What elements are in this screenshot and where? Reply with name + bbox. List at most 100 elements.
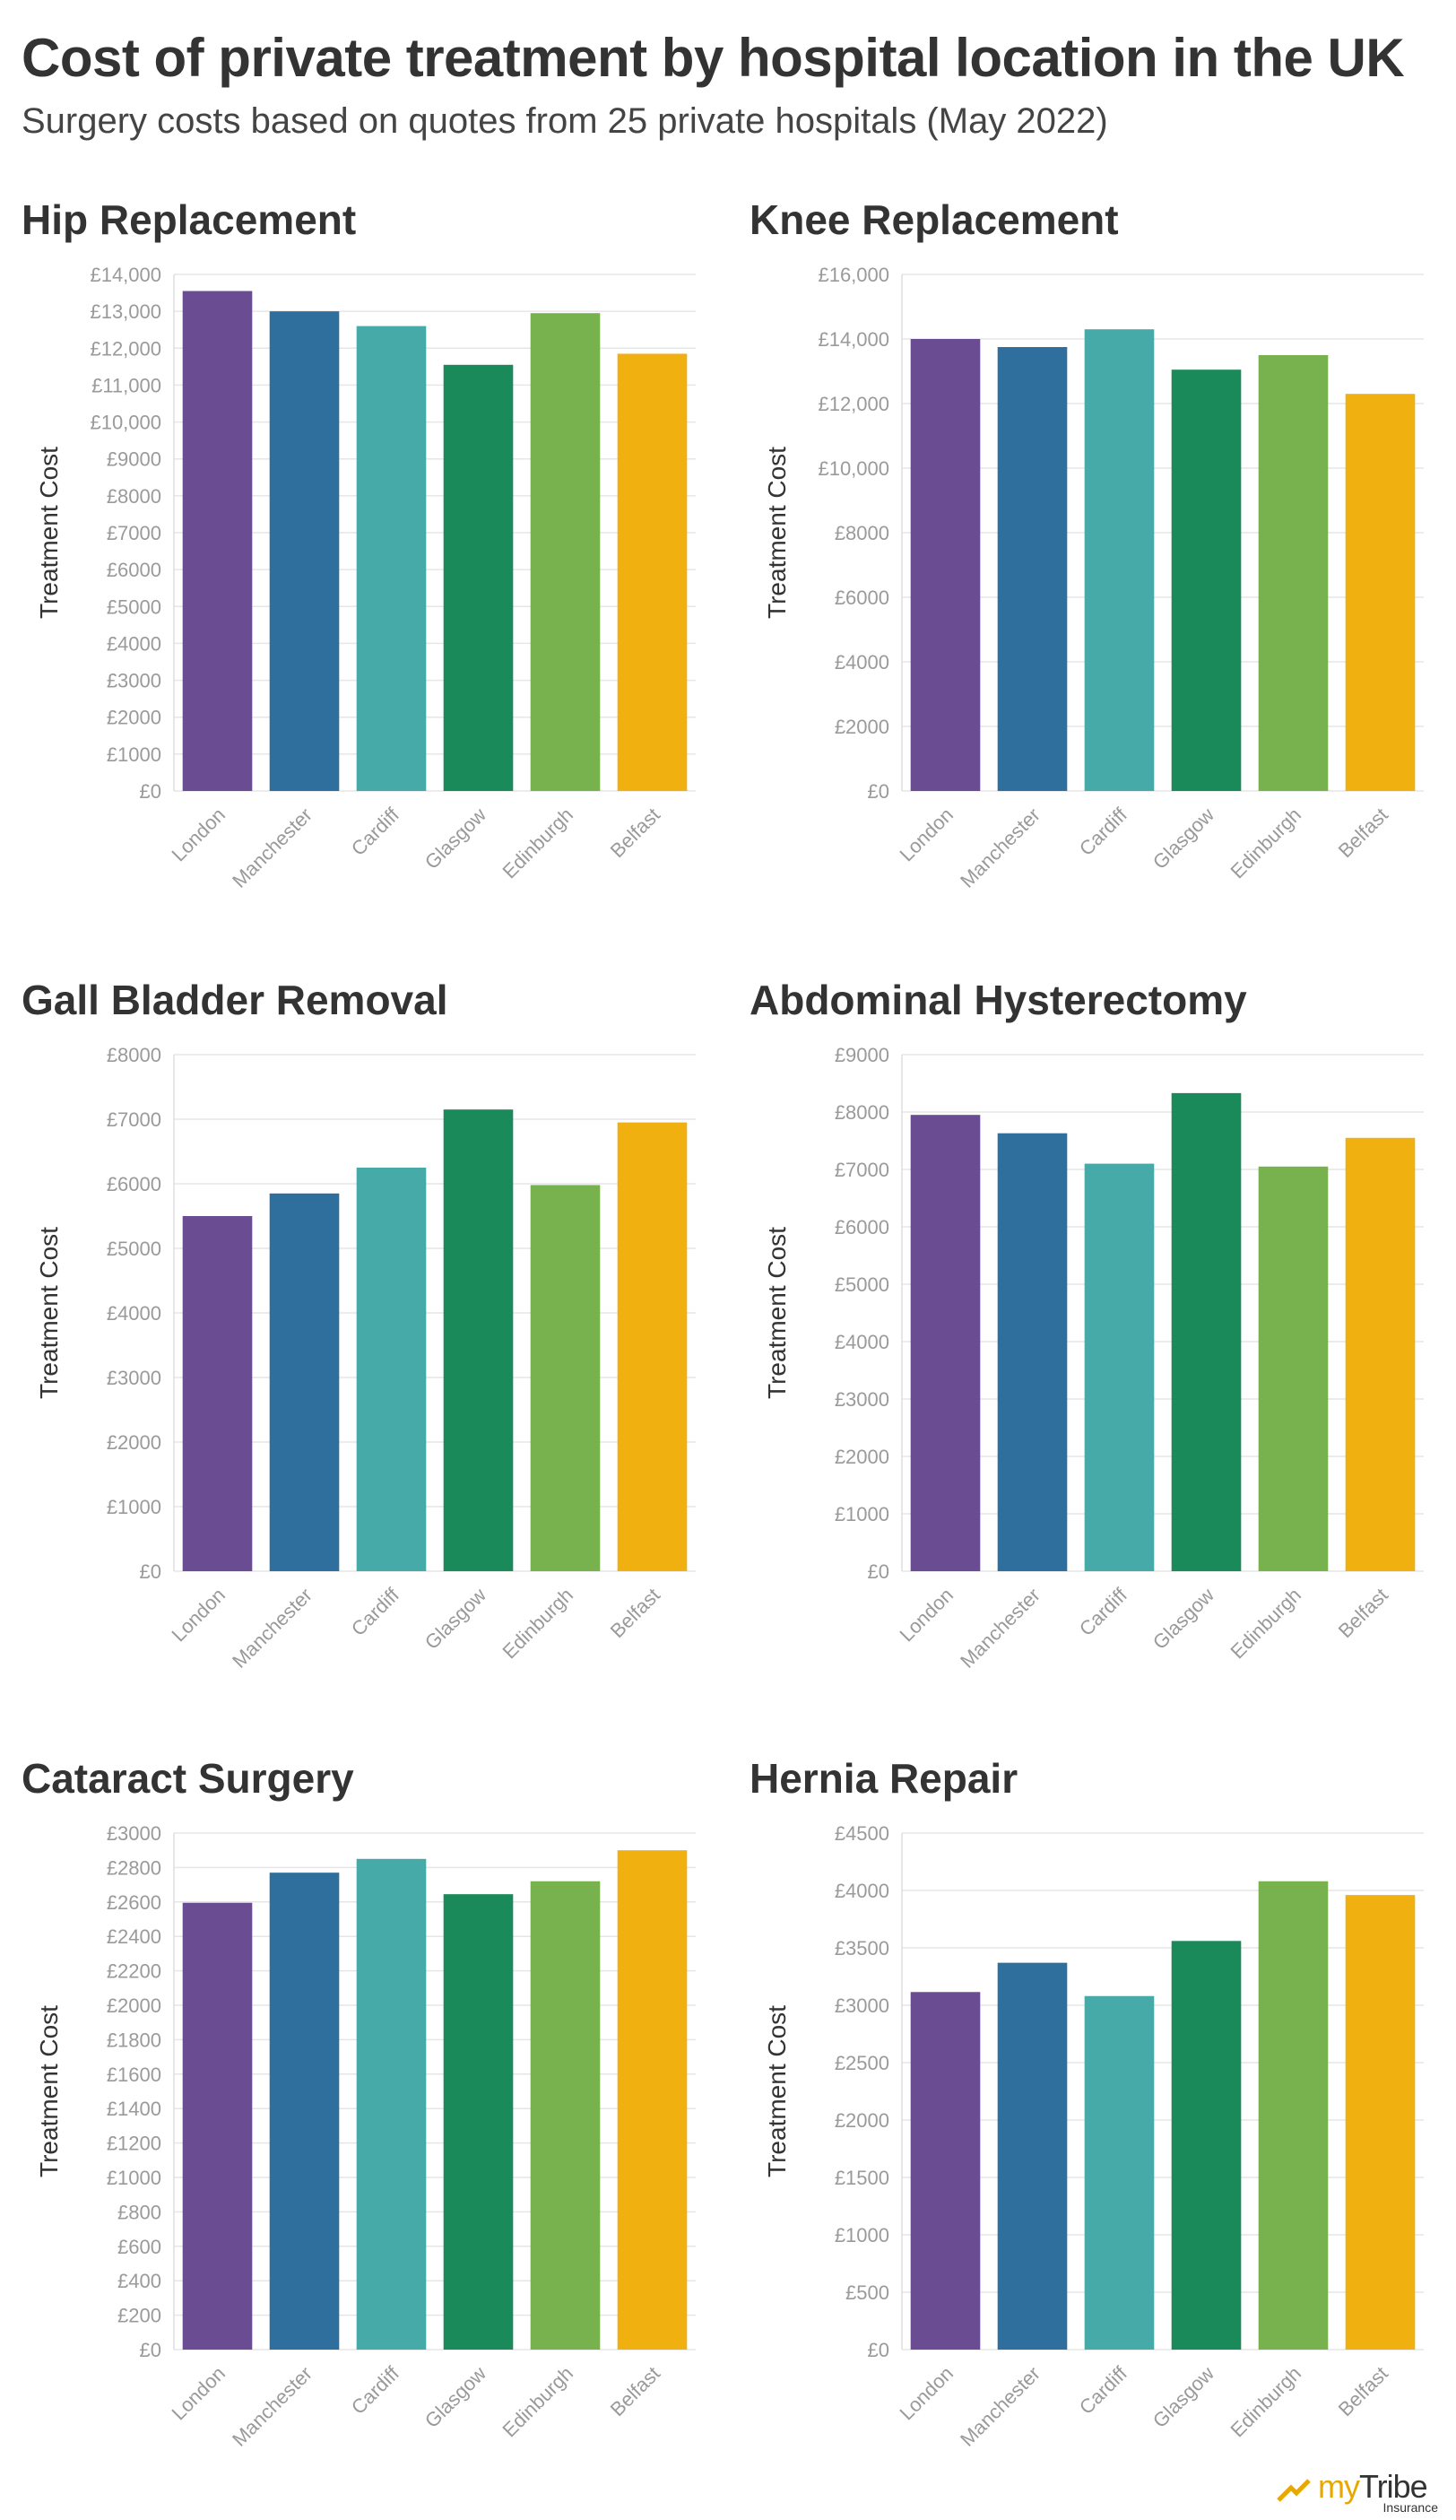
x-tick-label: Cardiff: [347, 803, 404, 860]
y-tick-label: £0: [868, 780, 889, 803]
y-tick-label: £0: [868, 2339, 889, 2361]
chart-title: Abdominal Hysterectomy: [750, 977, 1247, 1023]
y-tick-label: £10,000: [90, 412, 161, 434]
bar-edinburgh: [1258, 1166, 1329, 1571]
bar-edinburgh: [1258, 1881, 1329, 2350]
chart-hip-replacement: Hip Replacement £0 £1000 £2000 £3000 £4000 £5…: [22, 196, 739, 913]
y-tick-label: £2600: [107, 1891, 161, 1914]
x-tick-label: Belfast: [1334, 1584, 1392, 1642]
bar-edinburgh: [530, 1881, 601, 2350]
chart-plot: £0 £1000 £2000 £3000 £4000 £5000 £6000 £7000 £80…: [35, 264, 696, 892]
bar-glasgow: [1171, 1092, 1242, 1571]
bar-cardiff: [356, 326, 427, 792]
y-tick-label: £2000: [835, 2109, 889, 2132]
y-tick-label: £2800: [107, 1856, 161, 1879]
x-tick-label: Cardiff: [1075, 1583, 1132, 1640]
x-tick-label: Glasgow: [420, 1584, 490, 1654]
bar-cardiff: [1084, 1163, 1155, 1571]
y-tick-label: £8000: [107, 1044, 161, 1066]
y-tick-label: £5000: [835, 1273, 889, 1296]
y-tick-label: £4000: [835, 1880, 889, 1902]
x-tick-label: Edinburgh: [1226, 2362, 1305, 2442]
bar-glasgow: [443, 1894, 514, 2350]
x-tick-label: Manchester: [956, 804, 1044, 892]
bar-belfast: [1345, 1137, 1416, 1571]
y-tick-label: £13,000: [90, 300, 161, 323]
y-tick-label: £1000: [107, 743, 161, 766]
x-tick-label: Cardiff: [347, 2361, 404, 2419]
x-tick-label: Edinburgh: [498, 1584, 577, 1664]
y-tick-label: £1500: [835, 2167, 889, 2189]
chart-hernia-repair: Hernia Repair £0 £500 £1000 £1500 £2000 £2500…: [750, 1754, 1456, 2472]
y-tick-label: £3000: [107, 1822, 161, 1845]
y-axis-label: Treatment Cost: [763, 1227, 791, 1399]
chart-plot: £0 £500 £1000 £1500 £2000 £2500 £3000 £3500 £400…: [763, 1822, 1424, 2451]
y-tick-label: £1000: [107, 2167, 161, 2189]
y-tick-label: £7000: [835, 1159, 889, 1181]
bar-glasgow: [1171, 369, 1242, 791]
x-tick-label: Cardiff: [1075, 803, 1132, 860]
y-tick-label: £2000: [107, 707, 161, 729]
x-tick-label: London: [167, 2362, 230, 2425]
x-tick-label: Edinburgh: [498, 804, 577, 883]
y-tick-label: £1000: [835, 1503, 889, 1525]
bar-london: [910, 1115, 981, 1571]
x-tick-label: Cardiff: [1075, 2361, 1132, 2419]
y-tick-label: £14,000: [90, 264, 161, 286]
y-tick-label: £600: [117, 2236, 161, 2258]
y-tick-label: £3000: [107, 1367, 161, 1389]
y-tick-label: £400: [117, 2270, 161, 2292]
chart-plot: £0 £2000 £4000 £6000 £8000 £10,000 £12,000 £14,…: [763, 264, 1424, 892]
bar-glasgow: [443, 364, 514, 791]
x-tick-label: Edinburgh: [498, 2362, 577, 2442]
bar-cardiff: [356, 1858, 427, 2350]
bar-london: [182, 1216, 253, 1571]
y-tick-label: £1000: [107, 1496, 161, 1518]
x-tick-label: Belfast: [1334, 804, 1392, 862]
y-tick-label: £8000: [107, 485, 161, 508]
bar-manchester: [997, 347, 1068, 791]
x-tick-label: Cardiff: [347, 1583, 404, 1640]
y-tick-label: £1800: [107, 2029, 161, 2051]
chart-cataract-surgery: Cataract Surgery £0 £200 £400 £600 £800 £1000…: [22, 1754, 739, 2472]
bar-london: [182, 1902, 253, 2350]
x-tick-label: Belfast: [606, 2362, 664, 2420]
bar-edinburgh: [530, 313, 601, 791]
y-tick-label: £0: [140, 1560, 161, 1583]
y-tick-label: £7000: [107, 1108, 161, 1131]
y-tick-label: £3000: [835, 1388, 889, 1411]
bar-manchester: [997, 1133, 1068, 1571]
y-tick-label: £6000: [107, 1173, 161, 1195]
brand-tagline: Insurance: [1382, 2500, 1438, 2515]
y-tick-label: £2000: [107, 1431, 161, 1454]
bar-manchester: [997, 1962, 1068, 2350]
y-tick-label: £0: [868, 1560, 889, 1583]
chart-title: Knee Replacement: [750, 196, 1119, 243]
y-tick-label: £8000: [835, 522, 889, 544]
x-tick-label: Edinburgh: [1226, 1584, 1305, 1664]
y-tick-label: £5000: [107, 595, 161, 618]
logo-mark-icon: [1277, 2479, 1311, 2502]
bar-belfast: [617, 353, 688, 791]
y-tick-label: £12,000: [90, 337, 161, 360]
chart-plot: £0 £200 £400 £600 £800 £1000 £1200 £1400 £1600 £1…: [35, 1822, 696, 2451]
x-tick-label: Belfast: [606, 1584, 664, 1642]
y-axis-label: Treatment Cost: [35, 2005, 63, 2177]
y-tick-label: £7000: [107, 522, 161, 544]
chart-title: Gall Bladder Removal: [22, 977, 448, 1023]
bar-london: [910, 339, 981, 791]
y-tick-label: £0: [140, 780, 161, 803]
bar-london: [910, 1992, 981, 2350]
y-tick-label: £11,000: [91, 374, 161, 396]
y-axis-label: Treatment Cost: [35, 1227, 63, 1399]
chart-knee-replacement: Knee Replacement £0 £2000 £4000 £6000 £8000 £…: [750, 196, 1456, 913]
x-tick-label: London: [895, 804, 958, 866]
y-tick-label: £14,000: [818, 328, 889, 351]
bar-belfast: [617, 1122, 688, 1571]
y-tick-label: £4000: [835, 1331, 889, 1353]
chart-plot: £0 £1000 £2000 £3000 £4000 £5000 £6000 £7000 £80…: [35, 1044, 696, 1673]
x-tick-label: Glasgow: [420, 804, 490, 873]
bar-edinburgh: [1258, 355, 1329, 791]
bar-manchester: [269, 1193, 340, 1571]
y-tick-label: £0: [140, 2339, 161, 2361]
